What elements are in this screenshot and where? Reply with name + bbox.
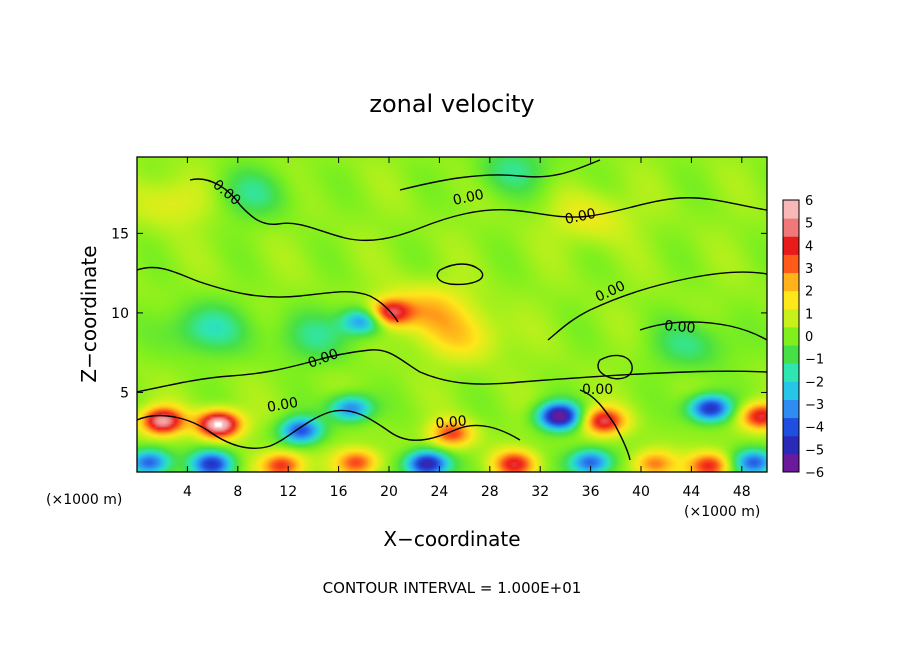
- x-tick-label: 12: [279, 484, 297, 500]
- colorbar-tick-label: −6: [805, 466, 824, 481]
- contour-label: 0.00: [564, 206, 598, 228]
- colorbar-swatch: [783, 200, 799, 219]
- x-tick-label: 48: [733, 484, 751, 500]
- heatmap-field: [137, 157, 767, 472]
- zero-contour-line: [137, 349, 767, 393]
- colorbar-swatch: [783, 345, 799, 364]
- y-tick-label: 5: [120, 385, 129, 401]
- contour-label: 0.00: [582, 382, 613, 398]
- colorbar-tick-label: −3: [805, 398, 824, 413]
- colorbar-tick-label: 2: [805, 285, 813, 300]
- zero-contour-line: [137, 409, 521, 449]
- colorbar-swatch: [783, 381, 799, 400]
- y-axis-label: Z−coordinate: [77, 245, 101, 382]
- colorbar-swatch: [783, 218, 799, 237]
- x-axis-ticks: 4 8 12 16 20 24 28 32 36 40 44 48: [183, 157, 751, 500]
- colorbar-frame: [782, 199, 800, 473]
- colorbar-tick-label: −2: [805, 375, 824, 390]
- zero-contour-line: [579, 389, 631, 461]
- x-unit-left: (×1000 m): [46, 492, 122, 508]
- colorbar-tick-label: −4: [805, 421, 824, 436]
- zero-contour-line: [597, 354, 633, 380]
- colorbar-tick-label: 1: [805, 307, 813, 322]
- colorbar-tick-label: 0: [805, 330, 813, 345]
- colorbar-swatch: [783, 363, 799, 382]
- x-tick-label: 32: [531, 484, 549, 500]
- zero-contour-line: [547, 271, 767, 341]
- plot-frame: [136, 156, 768, 473]
- x-tick-label: 16: [330, 484, 348, 500]
- colorbar-swatch: [783, 236, 799, 255]
- colorbar-tick-label: 6: [805, 194, 813, 209]
- colorbar-tick-label: −1: [805, 353, 824, 368]
- x-tick-label: 8: [233, 484, 242, 500]
- colorbar-swatch: [783, 272, 799, 292]
- colorbar-tick-label: 4: [805, 239, 813, 254]
- contour-label: 0.00: [664, 318, 696, 337]
- contour-label: 0.00: [266, 395, 299, 416]
- colorbar-swatch: [783, 399, 799, 419]
- colorbar-swatch: [783, 254, 799, 274]
- zero-contour-line: [436, 263, 484, 286]
- colorbar-swatch: [783, 326, 799, 346]
- x-unit-right: (×1000 m): [684, 504, 760, 520]
- colorbar-swatch: [783, 290, 799, 310]
- x-axis-label: X−coordinate: [383, 527, 520, 551]
- y-tick-label: 10: [111, 306, 129, 322]
- zero-contours: [137, 159, 767, 461]
- x-tick-label: 44: [682, 484, 700, 500]
- zero-contour-line: [399, 159, 601, 191]
- x-tick-label: 20: [380, 484, 398, 500]
- colorbar: 6 5 4 3 2 1 0 −1 −2 −3 −4 −5 −6: [782, 194, 824, 481]
- colorbar-tick-label: 3: [805, 262, 813, 277]
- contour-label: 0.00: [435, 413, 467, 432]
- contour-label: 0.00: [452, 187, 486, 209]
- zero-contour-line: [639, 321, 767, 341]
- zero-contour-line: [137, 266, 399, 323]
- x-tick-label: 28: [481, 484, 499, 500]
- x-tick-label: 40: [632, 484, 650, 500]
- colorbar-swatch: [783, 453, 799, 473]
- contour-interval-note: CONTOUR INTERVAL = 1.000E+01: [323, 579, 582, 597]
- zero-contour-line: [189, 178, 767, 242]
- y-axis-ticks: 5 10 15: [111, 226, 767, 401]
- colorbar-swatch: [783, 308, 799, 328]
- chart-title: zonal velocity: [369, 90, 534, 118]
- x-tick-label: 24: [430, 484, 448, 500]
- colorbar-tick-label: 5: [805, 217, 813, 232]
- y-tick-label: 15: [111, 226, 129, 242]
- x-tick-label: 4: [183, 484, 192, 500]
- colorbar-swatch: [783, 435, 799, 455]
- x-tick-label: 36: [582, 484, 600, 500]
- colorbar-tick-label: −5: [805, 443, 824, 458]
- colorbar-swatch: [783, 417, 799, 437]
